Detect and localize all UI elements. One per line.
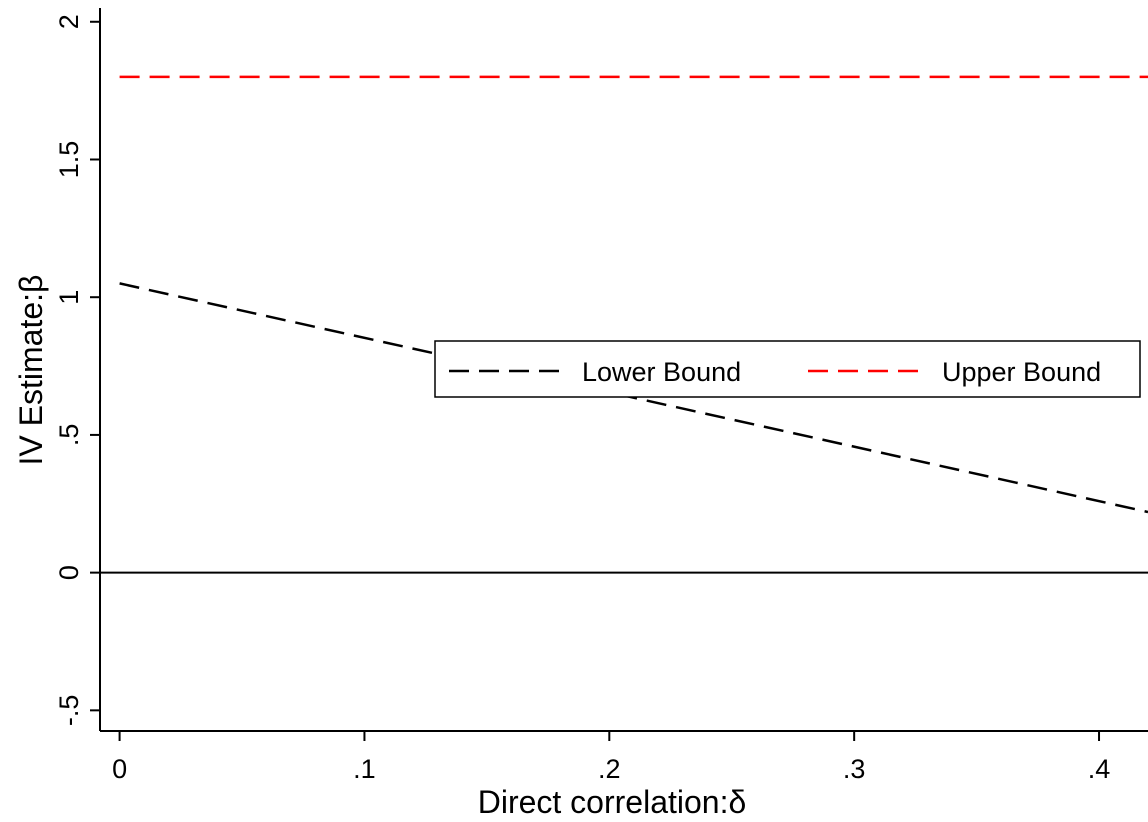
x-tick-label: .4 — [1088, 754, 1111, 784]
x-tick-label: .2 — [598, 754, 621, 784]
axes-layer: -.5 0 .5 1 1.5 2 0 .1 .2 .3 .4 — [54, 8, 1148, 784]
y-tick-label: .5 — [54, 424, 84, 447]
x-axis-label: Direct correlation:δ — [478, 784, 747, 820]
legend-label: Upper Bound — [942, 357, 1101, 387]
y-axis-label: IV Estimate:β — [13, 275, 49, 466]
x-tick-label: .1 — [353, 754, 376, 784]
y-tick-label: 1 — [54, 290, 84, 305]
y-tick-label: 0 — [54, 565, 84, 580]
y-tick-label: 1.5 — [54, 141, 84, 179]
y-tick-label: -.5 — [54, 695, 84, 727]
x-tick-label: 0 — [112, 754, 127, 784]
y-tick-label: 2 — [54, 14, 84, 29]
legend-box — [434, 340, 1141, 398]
legend-label: Lower Bound — [582, 357, 741, 387]
x-tick-label: .3 — [843, 754, 866, 784]
legend: Lower Bound Upper Bound — [434, 340, 1141, 398]
